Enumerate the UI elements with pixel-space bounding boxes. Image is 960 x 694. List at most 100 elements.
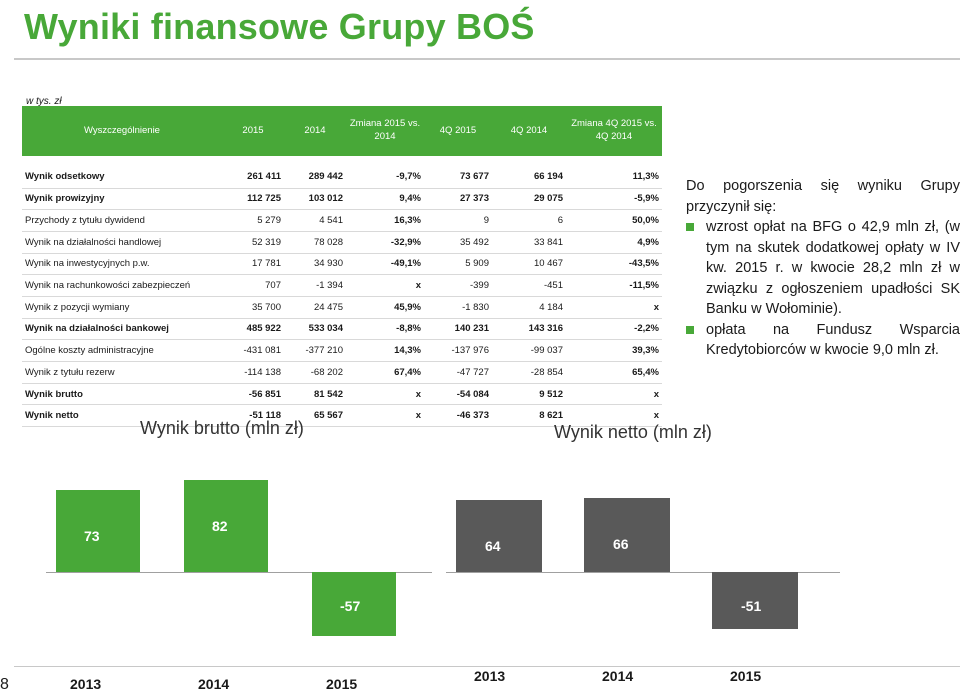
chart-title-brutto: Wynik brutto (mln zł) <box>140 418 304 438</box>
table-cell-v2014: 34 930 <box>284 253 346 276</box>
table-cell-v2014: -1 394 <box>284 274 346 297</box>
table-cell-v2015: 261 411 <box>222 156 284 189</box>
table-cell-name: Wynik na działalności bankowej <box>22 318 222 341</box>
table-row: Wynik prowizyjny 112 725 103 012 9,4% 27 373… <box>22 188 662 211</box>
table-header-row: Wyszczególnienie 2015 2014 Zmiana 2015 v… <box>22 106 662 156</box>
table-row: Wynik z pozycji wymiany 35 700 24 475 45,9%… <box>22 296 662 319</box>
table-cell-q2015: -47 727 <box>424 361 492 384</box>
table-cell-q2014: 29 075 <box>492 188 566 211</box>
table-cell-qchg: 39,3% <box>566 339 662 362</box>
unit-label: w tys. zł <box>26 96 62 107</box>
bar-value-label: 64 <box>485 538 501 555</box>
table-cell-v2015: -431 081 <box>222 339 284 362</box>
table-cell-q2014: -28 854 <box>492 361 566 384</box>
x-tick-label: 2015 <box>730 668 762 684</box>
table-cell-q2014: 143 316 <box>492 318 566 341</box>
financial-table: Wyszczególnienie 2015 2014 Zmiana 2015 v… <box>22 106 662 428</box>
bullet-icon <box>686 325 694 334</box>
table-cell-qchg: x <box>566 404 662 428</box>
table-cell-v2014: 289 442 <box>284 156 346 189</box>
table-row: Wynik na inwestycyjnych p.w. 17 781 34 930… <box>22 253 662 276</box>
table-cell-v2015: 707 <box>222 274 284 297</box>
table-cell-q2014: -451 <box>492 274 566 297</box>
table-cell-qchg: x <box>566 296 662 319</box>
table-cell-v2015: 485 922 <box>222 318 284 341</box>
x-tick-label: 2014 <box>198 676 230 692</box>
table-cell-name: Wynik na działalności handlowej <box>22 231 222 254</box>
table-cell-q2014: 6 <box>492 209 566 232</box>
table-cell-chg: x <box>346 404 424 428</box>
table-cell-name: Wynik odsetkowy <box>22 156 222 189</box>
table-cell-chg: -49,1% <box>346 253 424 276</box>
page-title: Wyniki finansowe Grupy BOŚ <box>24 6 535 47</box>
table-cell-v2014: 4 541 <box>284 209 346 232</box>
bar-value-label: -51 <box>741 598 762 614</box>
table-cell-v2014: 533 034 <box>284 318 346 341</box>
table-cell-v2014: -377 210 <box>284 339 346 362</box>
table-row: Ogólne koszty administracyjne -431 081 -37… <box>22 339 662 362</box>
table-cell-chg: 67,4% <box>346 361 424 384</box>
table-cell-chg: x <box>346 274 424 297</box>
header-4q-2014: 4Q 2014 <box>492 106 566 156</box>
table-cell-v2014: 24 475 <box>284 296 346 319</box>
table-cell-name: Wynik z tytułu rezerw <box>22 361 222 384</box>
chart-baseline <box>446 572 840 573</box>
table-cell-qchg: -5,9% <box>566 188 662 211</box>
commentary-item: wzrost opłat na BFG o 42,9 mln zł, (w ty… <box>686 217 960 320</box>
table-cell-v2014: 103 012 <box>284 188 346 211</box>
header-2014: 2014 <box>284 106 346 156</box>
table-row: Wynik z tytułu rezerw -114 138 -68 202 67,4… <box>22 361 662 384</box>
table-cell-qchg: 50,0% <box>566 209 662 232</box>
bar-value-label: -57 <box>340 598 361 614</box>
commentary-list: wzrost opłat na BFG o 42,9 mln zł, (w ty… <box>686 217 960 361</box>
page-number: 8 <box>0 676 9 693</box>
table-cell-v2015: 17 781 <box>222 253 284 276</box>
header-change: Zmiana 2015 vs. 2014 <box>346 106 424 156</box>
table-cell-chg: -9,7% <box>346 156 424 189</box>
table-cell-name: Wynik z pozycji wymiany <box>22 296 222 319</box>
chart-bar <box>312 572 396 636</box>
table-row: Wynik na rachunkowości zabezpieczeń 707 -1… <box>22 274 662 297</box>
commentary-item-text: opłata na Fundusz Wsparcia Kredytobiorcó… <box>706 321 960 359</box>
table-cell-q2015: 73 677 <box>424 156 492 189</box>
table-cell-v2015: 5 279 <box>222 209 284 232</box>
commentary-intro: Do pogorszenia się wyniku Grupy przyczyn… <box>686 178 960 215</box>
header-4q-change: Zmiana 4Q 2015 vs. 4Q 2014 <box>566 106 662 156</box>
table-cell-qchg: -43,5% <box>566 253 662 276</box>
header-2015: 2015 <box>222 106 284 156</box>
table-cell-qchg: -2,2% <box>566 318 662 341</box>
table-cell-chg: 16,3% <box>346 209 424 232</box>
table-cell-q2014: 9 512 <box>492 383 566 406</box>
chart-title-netto: Wynik netto (mln zł) <box>554 422 712 442</box>
chart-bar <box>184 480 268 572</box>
x-tick-label: 2013 <box>70 676 102 692</box>
table-cell-q2014: 4 184 <box>492 296 566 319</box>
table-cell-name: Wynik netto <box>22 404 222 428</box>
x-tick-label: 2015 <box>326 676 358 692</box>
table-cell-q2015: -399 <box>424 274 492 297</box>
table-cell-qchg: -11,5% <box>566 274 662 297</box>
table-cell-qchg: 4,9% <box>566 231 662 254</box>
table-cell-q2015: 9 <box>424 209 492 232</box>
table-cell-name: Wynik prowizyjny <box>22 188 222 211</box>
table-row: Wynik netto -51 118 65 567 x -46 373 8 621 x <box>22 404 662 428</box>
table-cell-q2015: -54 084 <box>424 383 492 406</box>
commentary: Do pogorszenia się wyniku Grupy przyczyn… <box>686 176 960 361</box>
table-cell-chg: -32,9% <box>346 231 424 254</box>
table-cell-q2014: 10 467 <box>492 253 566 276</box>
bar-value-label: 82 <box>212 518 228 535</box>
commentary-item: opłata na Fundusz Wsparcia Kredytobiorcó… <box>686 320 960 361</box>
table-cell-chg: 14,3% <box>346 339 424 362</box>
table-cell-name: Wynik na inwestycyjnych p.w. <box>22 253 222 276</box>
chart-bar <box>456 500 542 572</box>
table-cell-q2015: 35 492 <box>424 231 492 254</box>
table-row: Wynik brutto -56 851 81 542 x -54 084 9 512 x <box>22 383 662 406</box>
chart-bar <box>56 490 140 572</box>
bar-value-label: 66 <box>613 536 629 553</box>
table-cell-v2015: 52 319 <box>222 231 284 254</box>
title-divider <box>14 58 960 60</box>
table-cell-q2015: 140 231 <box>424 318 492 341</box>
table-cell-q2014: -99 037 <box>492 339 566 362</box>
table-cell-v2015: -56 851 <box>222 383 284 406</box>
table-cell-q2015: -137 976 <box>424 339 492 362</box>
